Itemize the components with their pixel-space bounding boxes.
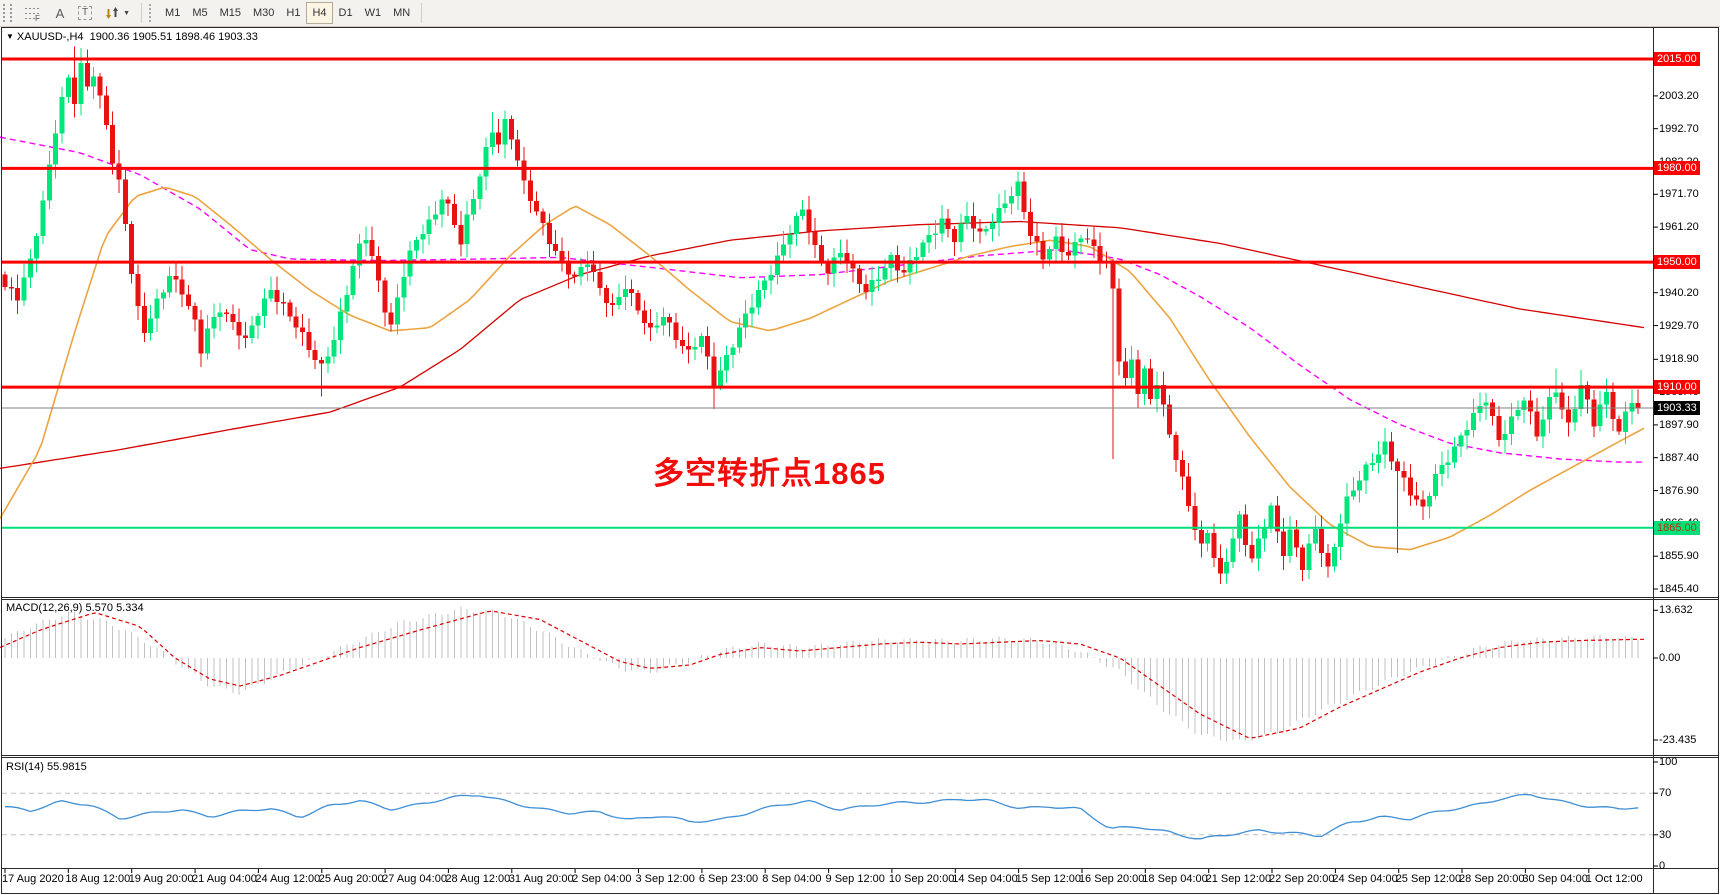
price-axis-tick: 1961.20 — [1659, 221, 1699, 234]
time-axis-label: 30 Sep 04:00 — [1522, 873, 1588, 885]
macd-indicator-label: MACD(12,26,9) 5.570 5.334 — [6, 602, 144, 614]
macd-values: 5.570 5.334 — [85, 602, 144, 614]
time-axis-label: 22 Sep 20:00 — [1269, 873, 1335, 885]
time-axis-label: 1 Oct 12:00 — [1585, 873, 1643, 885]
timeframe-button-w1[interactable]: W1 — [359, 2, 388, 24]
timeframe-button-m1[interactable]: M1 — [159, 2, 186, 24]
time-axis-label: 27 Aug 04:00 — [382, 873, 447, 885]
rsi-axis-tick: 100 — [1659, 756, 1678, 768]
time-axis-label: 17 Aug 2020 — [2, 873, 64, 885]
time-axis-label: 8 Sep 04:00 — [762, 873, 822, 885]
timeframe-button-d1[interactable]: D1 — [333, 2, 359, 24]
time-axis-label: 25 Sep 12:00 — [1395, 873, 1462, 885]
time-axis-label: 15 Sep 12:00 — [1015, 873, 1082, 885]
boxed-t-icon: T — [78, 6, 93, 20]
time-axis-label: 18 Sep 04:00 — [1142, 873, 1208, 885]
price-axis-tick: 1887.40 — [1659, 451, 1699, 464]
chart-annotation-text[interactable]: 多空转折点1865 — [653, 456, 886, 491]
rsi-axis-tick: 70 — [1659, 787, 1672, 800]
time-axis-label: 6 Sep 23:00 — [698, 873, 759, 885]
price-axis-tick: 1845.40 — [1659, 583, 1699, 595]
time-axis-label: 3 Sep 12:00 — [635, 873, 695, 885]
timeframe-button-h1[interactable]: H1 — [280, 2, 306, 24]
time-axis-label: 10 Sep 20:00 — [888, 873, 955, 885]
current-price-badge: 1903.33 — [1654, 400, 1700, 415]
toolbar-drag-handle[interactable] — [3, 4, 12, 22]
letter-a-icon: A — [55, 5, 65, 21]
hline-price-badge: 1980.00 — [1654, 161, 1700, 176]
toolbar-group-handle[interactable] — [149, 4, 154, 22]
fibonacci-icon: F — [25, 7, 40, 21]
timeframe-button-mn[interactable]: MN — [387, 2, 416, 24]
collapse-chart-icon[interactable]: ▼ — [6, 32, 14, 41]
time-axis-label: 24 Sep 04:00 — [1332, 873, 1398, 885]
price-axis-tick: 1897.90 — [1659, 418, 1699, 431]
time-axis-label: 21 Aug 04:00 — [192, 873, 257, 885]
time-axis-label: 19 Aug 20:00 — [128, 873, 194, 885]
hline-price-badge: 1950.00 — [1654, 255, 1700, 270]
svg-text:F: F — [35, 14, 40, 21]
text-label-tool-button[interactable]: A — [48, 2, 72, 24]
price-axis-tick: 1918.90 — [1659, 353, 1699, 366]
chart-symbol-header: ▼ XAUUSD-,H4 1900.36 1905.51 1898.46 1903… — [6, 31, 258, 43]
timeframe-button-h4[interactable]: H4 — [306, 2, 333, 24]
text-box-tool-button[interactable]: T — [72, 2, 98, 24]
hline-price-badge: 2015.00 — [1654, 52, 1700, 66]
toolbar-separator-2 — [421, 3, 423, 23]
time-axis-label: 18 Aug 12:00 — [65, 873, 131, 885]
time-axis-label: 24 Aug 12:00 — [255, 873, 321, 885]
symbol-ohlc-text: XAUUSD-,H4 1900.36 1905.51 1898.46 1903.… — [16, 31, 258, 43]
rsi-axis-tick: 30 — [1659, 828, 1672, 841]
time-axis-label: 31 Aug 20:00 — [508, 873, 574, 885]
rsi-indicator-label: RSI(14) 55.9815 — [6, 761, 87, 773]
time-axis-label: 21 Sep 12:00 — [1205, 873, 1272, 885]
time-axis-label: 16 Sep 20:00 — [1078, 873, 1145, 885]
time-axis-label: 25 Aug 20:00 — [318, 873, 384, 885]
macd-axis-tick: 13.632 — [1659, 604, 1693, 617]
price-axis-tick: 1855.90 — [1659, 550, 1699, 563]
toolbar-separator — [141, 3, 143, 23]
hline-price-badge: 1910.00 — [1654, 380, 1700, 395]
price-axis-tick: 1929.70 — [1659, 319, 1699, 332]
chevron-down-icon: ▼ — [123, 9, 131, 17]
arrows-tool-button[interactable]: ▼ — [98, 2, 136, 24]
macd-axis-tick: -23.435 — [1659, 734, 1697, 747]
time-axis-label: 28 Aug 12:00 — [445, 873, 511, 885]
hline-price-badge: 1865.00 — [1654, 520, 1700, 535]
rsi-axis-tick: 0 — [1659, 860, 1666, 872]
macd-axis-tick: 0.00 — [1659, 652, 1681, 664]
toolbar: F A T ▼ M1 M5 M15 M30 H1 H4 D1 W1 MN — [0, 0, 1720, 27]
fibonacci-tool-button[interactable]: F — [18, 2, 48, 24]
price-axis-tick: 2003.20 — [1659, 89, 1699, 102]
time-axis-label: 9 Sep 12:00 — [825, 873, 885, 885]
time-axis-label: 14 Sep 04:00 — [952, 873, 1018, 885]
time-axis-label: 2 Sep 04:00 — [572, 873, 632, 885]
price-axis-tick: 1992.70 — [1659, 122, 1699, 135]
arrows-icon — [106, 7, 119, 19]
price-axis-tick: 1876.90 — [1659, 484, 1699, 497]
time-axis-label: 28 Sep 20:00 — [1459, 873, 1525, 885]
timeframe-button-m30[interactable]: M30 — [247, 2, 280, 24]
rsi-value: 55.9815 — [46, 761, 87, 773]
price-axis-tick: 1971.70 — [1659, 188, 1699, 201]
timeframe-button-m15[interactable]: M15 — [214, 2, 247, 24]
timeframe-button-m5[interactable]: M5 — [186, 2, 213, 24]
price-axis-tick: 1940.20 — [1659, 286, 1699, 299]
